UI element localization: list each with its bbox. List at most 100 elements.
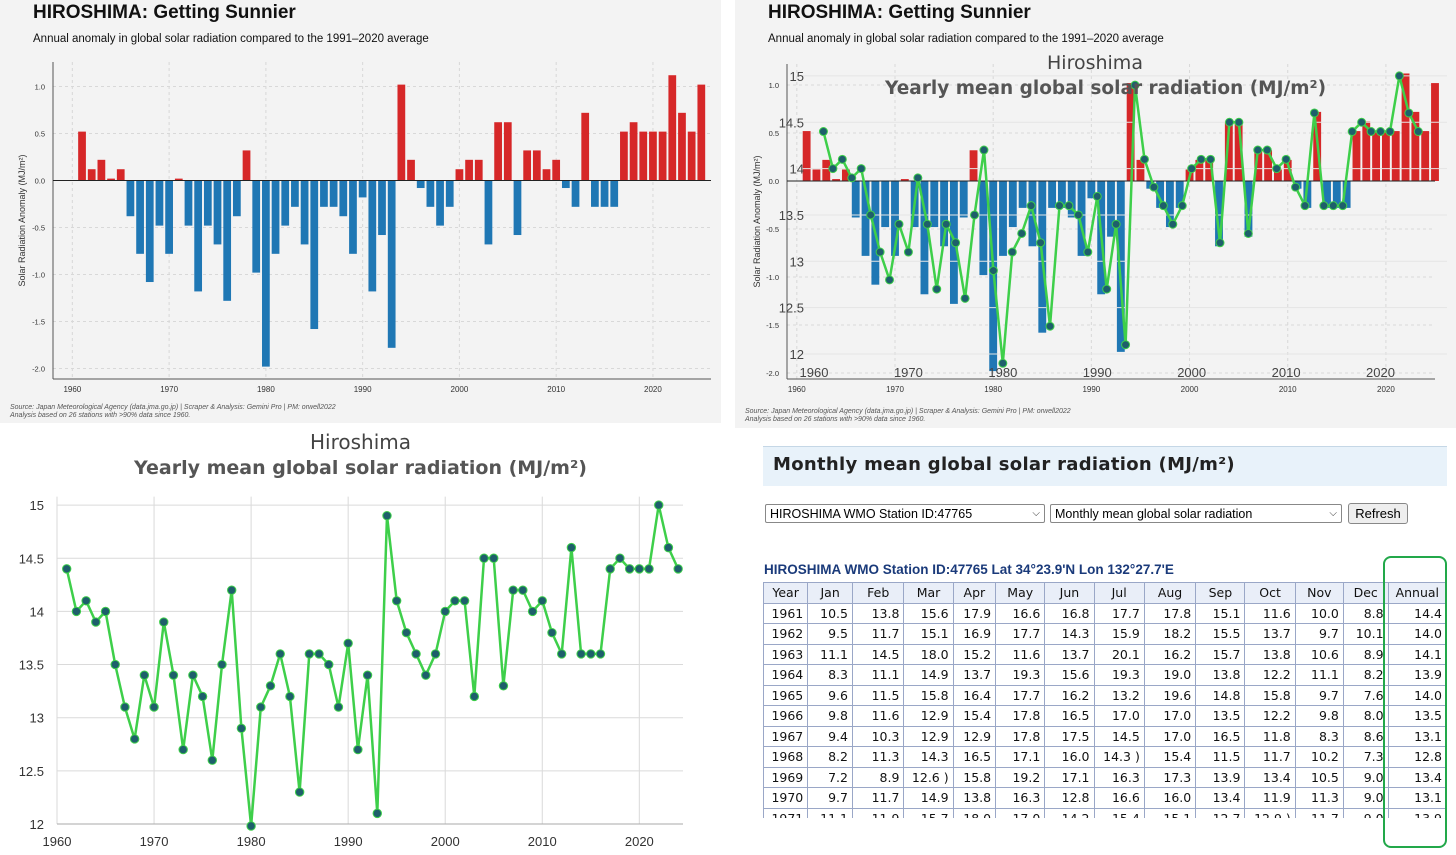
bar — [320, 180, 328, 207]
year-cell: 1964 — [763, 664, 809, 686]
bar — [494, 122, 502, 181]
overlay-point — [837, 154, 847, 164]
bar — [1136, 159, 1145, 181]
month-cell: 14.5 — [851, 643, 905, 665]
bar — [368, 180, 377, 292]
bar — [1273, 169, 1282, 181]
x-tick-label: 2020 — [644, 385, 662, 394]
month-cell: 18.2 — [1143, 623, 1197, 645]
bar — [252, 180, 261, 273]
data-point — [314, 649, 324, 659]
chart-subtitle: Annual anomaly in global solar radiation… — [768, 33, 1164, 45]
column-header: Year — [763, 582, 809, 604]
anomaly-bar-chart: 1.0 0.5 0.0 -0.5 -1.0 -1.5 -2.0 1960 1970 1980 199… — [17, 62, 711, 394]
y-tick-label: 12.5 — [19, 764, 44, 779]
overlay-point — [1234, 117, 1244, 127]
overlay-point — [913, 173, 923, 183]
data-point — [430, 649, 441, 659]
month-cell: 13.8 — [1244, 643, 1296, 665]
overlay-point — [1158, 201, 1168, 211]
month-cell: 19.6 — [1143, 684, 1197, 706]
month-cell: 12.9 — [903, 705, 954, 727]
bar — [474, 159, 483, 181]
month-cell: 17.9 — [952, 602, 997, 624]
chart-title: HIROSHIMA: Getting Sunnier — [33, 2, 296, 23]
y-tick-label: -1.5 — [766, 321, 779, 330]
bar — [465, 159, 473, 181]
column-header: Annual — [1387, 582, 1447, 604]
bar — [1264, 150, 1273, 181]
bar — [184, 180, 193, 226]
data-point — [615, 553, 625, 563]
element-select[interactable]: Monthly mean global solar radiation ⌵ — [1050, 504, 1342, 523]
data-point — [644, 564, 654, 574]
month-cell: 8.0 — [1342, 705, 1389, 727]
y-tick-label: 15 — [30, 498, 44, 513]
month-cell: 17.3 — [1143, 766, 1197, 788]
bar — [281, 180, 290, 226]
bar — [639, 131, 648, 181]
bar — [310, 180, 319, 330]
month-cell: 16.2 — [1143, 643, 1197, 665]
bar — [832, 179, 841, 181]
data-point — [391, 596, 402, 606]
overlay-point — [1092, 191, 1102, 201]
data-table-viewport[interactable]: Year Jan Feb Mar Apr May Jun Jul Aug Sep Oct Nov Dec… — [763, 582, 1447, 818]
month-cell: 11.7 — [1294, 807, 1344, 818]
bar — [145, 180, 154, 283]
bar — [213, 180, 222, 245]
month-cell: 18.0 — [952, 807, 997, 818]
year-cell: 1968 — [763, 746, 809, 768]
data-point — [634, 564, 645, 574]
overlay-point — [1073, 210, 1083, 220]
data-point — [81, 596, 91, 606]
data-point — [207, 755, 217, 765]
month-cell: 15.6 — [903, 602, 954, 624]
month-cell: 9.0 — [1342, 766, 1389, 788]
bar — [378, 180, 386, 236]
month-cell: 16.4 — [952, 684, 997, 706]
data-point — [527, 606, 538, 617]
month-cell: 17.8 — [995, 705, 1046, 727]
overlay-point — [951, 238, 961, 248]
bar — [1195, 159, 1204, 181]
overlay-point — [1111, 219, 1121, 229]
year-cell: 1963 — [763, 643, 809, 665]
data-point — [459, 596, 470, 606]
month-cell: 9.5 — [807, 623, 853, 645]
y-tick-label: 14.5 — [19, 551, 44, 566]
refresh-button[interactable]: Refresh — [1348, 503, 1408, 524]
data-point — [178, 744, 188, 755]
bar — [1254, 150, 1263, 181]
x-tick-label: 1970 — [886, 385, 904, 394]
bar — [802, 131, 811, 181]
bar — [174, 178, 183, 181]
x-tick-label: 2020 — [1377, 385, 1395, 394]
annual-cell: 13.1 — [1387, 725, 1447, 747]
month-cell: 15.6 — [1044, 664, 1095, 686]
bar — [523, 150, 532, 181]
monthly-table-panel: Monthly mean global solar radiation (MJ/… — [735, 428, 1456, 855]
column-header: Oct — [1244, 582, 1296, 604]
bar — [658, 131, 667, 181]
month-cell: 20.1 — [1093, 643, 1145, 665]
month-cell: 14.8 — [1195, 684, 1246, 706]
month-cell: 11.1 — [851, 664, 905, 686]
month-cell: 11.1 — [807, 807, 853, 818]
month-cell: 11.9 — [851, 807, 905, 818]
yearly-line-chart: 15 14.5 14 13.5 13 12.5 12 1960 1970 1980 1990 2000… — [19, 496, 683, 849]
y-tick-label: -0.5 — [32, 224, 45, 233]
yearly-line-chart-panel: Hiroshima Yearly mean global solar radia… — [0, 428, 721, 855]
data-point — [362, 670, 373, 680]
year-cell: 1961 — [763, 602, 809, 624]
bar — [969, 150, 978, 181]
bar — [649, 131, 657, 181]
overlay-point — [1309, 108, 1319, 118]
station-select[interactable]: HIROSHIMA WMO Station ID:47765 ⌵ — [765, 504, 1045, 523]
year-cell: 1969 — [763, 766, 809, 788]
column-header: Sep — [1195, 582, 1246, 604]
column-header: Nov — [1294, 582, 1344, 604]
month-cell: 16.3 — [995, 787, 1046, 809]
analysis-line: Analysis based on 26 stations with >90% … — [10, 412, 191, 419]
month-cell: 9.4 — [807, 725, 853, 747]
